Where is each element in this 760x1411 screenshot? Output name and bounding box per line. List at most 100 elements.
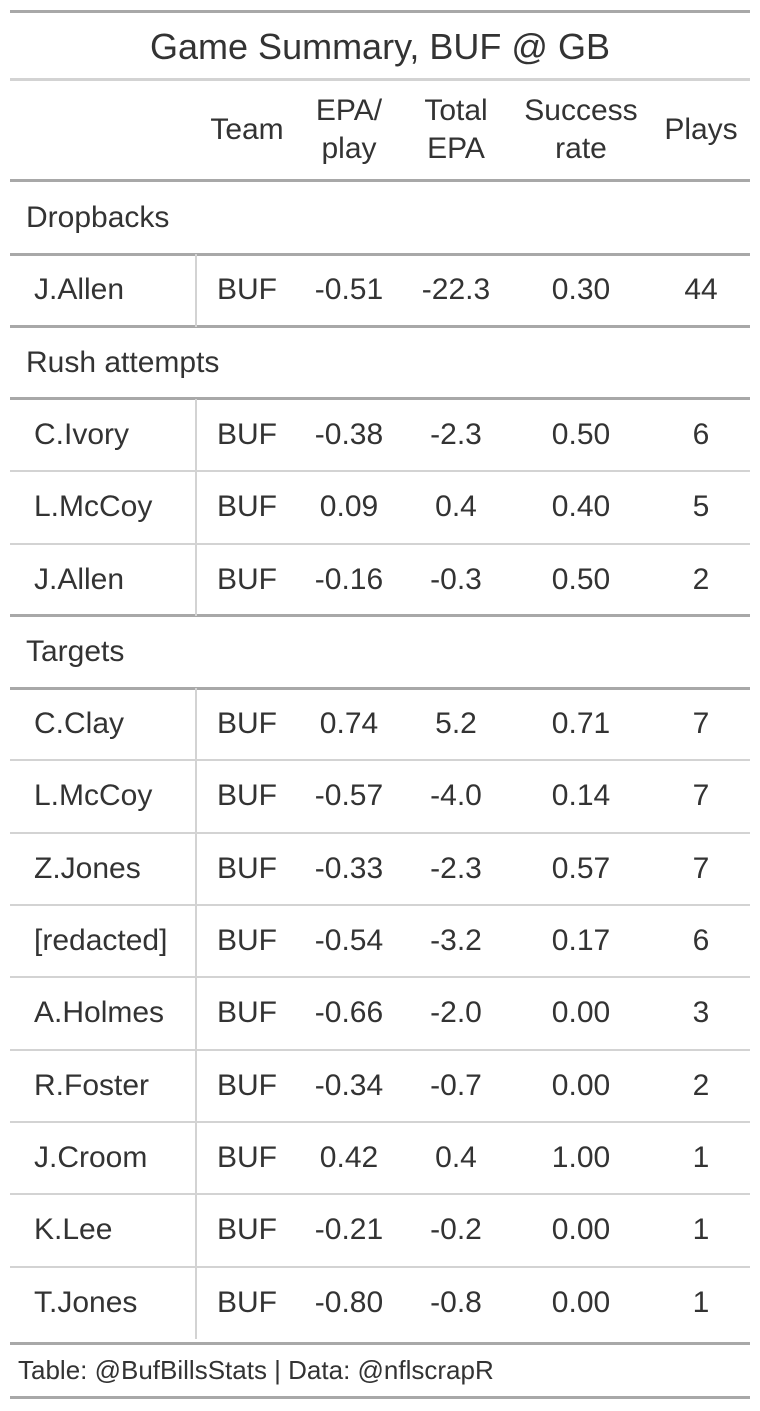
- total-epa-cell: -0.7: [430, 1068, 482, 1102]
- total-epa-cell: 0.4: [435, 1140, 477, 1174]
- table-row: R.Foster BUF -0.34 -0.7 0.00 2: [0, 1050, 760, 1122]
- total-epa-cell: -0.8: [430, 1285, 482, 1319]
- row-divider: [10, 470, 750, 473]
- team-cell: BUF: [217, 851, 277, 885]
- epa-per-play-cell: -0.54: [314, 924, 384, 957]
- plays-cell: 44: [684, 273, 718, 307]
- source-caption: Table: @BufBillsStats | Data: @nflscrapR: [18, 1355, 494, 1385]
- group-label: Targets: [26, 634, 125, 668]
- table-row: K.Lee BUF -0.21 -0.2 0.00 1: [0, 1194, 760, 1266]
- col-header-team: Team: [210, 113, 284, 146]
- row-divider: [10, 1120, 750, 1123]
- bottom-rule: [10, 1342, 750, 1345]
- success-rate-cell: 0.50: [551, 417, 611, 451]
- name-column-divider: [195, 254, 197, 327]
- team-cell: BUF: [217, 273, 277, 307]
- plays-cell: 2: [692, 1068, 710, 1102]
- total-epa-cell: -2.0: [430, 996, 482, 1030]
- total-epa-cell: 0.4: [435, 490, 477, 524]
- plays-cell: 7: [692, 707, 710, 741]
- row-divider: [10, 904, 750, 906]
- player-name: L.McCoy: [34, 490, 153, 524]
- table-row: J.Croom BUF 0.42 0.4 1.00 1: [0, 1122, 760, 1194]
- plays-cell: 1: [692, 1140, 710, 1174]
- total-epa-cell: -4.0: [430, 779, 482, 813]
- group-end-divider: [10, 614, 750, 618]
- total-epa-cell: -2.3: [430, 851, 482, 885]
- table-row: L.McCoy BUF 0.09 0.4 0.40 5: [0, 471, 760, 543]
- table-row: J.Allen BUF -0.16 -0.3 0.50 2: [0, 544, 760, 616]
- success-rate-cell: 0.00: [551, 1068, 611, 1102]
- plays-cell: 1: [692, 1285, 710, 1319]
- player-name: C.Ivory: [34, 417, 130, 451]
- row-divider: [10, 759, 750, 762]
- team-cell: BUF: [217, 1213, 277, 1247]
- name-column-divider: [195, 688, 197, 1339]
- success-rate-cell: 0.71: [551, 707, 611, 741]
- plays-cell: 7: [692, 851, 710, 885]
- total-epa-cell: -2.3: [430, 417, 482, 451]
- team-cell: BUF: [217, 417, 277, 451]
- table-row: [redacted] BUF -0.54 -3.2 0.17 6: [0, 905, 760, 977]
- group-end-divider: [10, 325, 750, 329]
- player-name: R.Foster: [34, 1068, 150, 1102]
- row-divider: [10, 1193, 750, 1196]
- table-row: L.McCoy BUF -0.57 -4.0 0.14 7: [0, 760, 760, 832]
- epa-per-play-cell: 0.74: [319, 707, 379, 741]
- success-rate-cell: 0.17: [551, 924, 611, 957]
- success-rate-cell: 1.00: [551, 1140, 611, 1174]
- epa-per-play-cell: 0.09: [319, 490, 379, 524]
- epa-per-play-cell: -0.51: [314, 273, 384, 307]
- group-divider: [10, 686, 750, 690]
- row-divider: [10, 976, 750, 979]
- group-divider: [10, 252, 750, 256]
- total-epa-cell: 5.2: [435, 707, 477, 741]
- name-column-divider: [195, 398, 197, 616]
- team-cell: BUF: [217, 490, 277, 524]
- title-divider: [10, 78, 750, 81]
- table-row: T.Jones BUF -0.80 -0.8 0.00 1: [0, 1267, 760, 1339]
- player-name: A.Holmes: [34, 996, 165, 1030]
- player-name: [redacted]: [34, 924, 168, 957]
- col-header-plays: Plays: [664, 113, 738, 146]
- epa-per-play-cell: -0.38: [314, 417, 384, 451]
- bottom-border: [10, 1396, 750, 1399]
- player-name: J.Allen: [34, 273, 125, 307]
- header-divider: [10, 179, 750, 182]
- team-cell: BUF: [217, 996, 277, 1030]
- top-border: [10, 10, 750, 13]
- plays-cell: 3: [692, 996, 710, 1030]
- plays-cell: 1: [692, 1213, 710, 1247]
- epa-per-play-cell: -0.57: [314, 779, 384, 813]
- team-cell: BUF: [217, 562, 277, 596]
- row-divider: [10, 1048, 750, 1051]
- row-divider: [10, 1265, 750, 1268]
- col-header-success-rate: Success rate: [524, 94, 638, 165]
- team-cell: BUF: [217, 779, 277, 813]
- total-epa-cell: -0.3: [430, 562, 482, 596]
- team-cell: BUF: [217, 707, 277, 741]
- epa-per-play-cell: -0.34: [314, 1068, 384, 1102]
- col-header-epa-play: EPA/ play: [315, 94, 383, 165]
- plays-cell: 6: [692, 417, 710, 451]
- team-cell: BUF: [217, 1140, 277, 1174]
- plays-cell: 7: [692, 779, 710, 813]
- success-rate-cell: 0.30: [551, 273, 611, 307]
- success-rate-cell: 0.00: [551, 1285, 611, 1319]
- success-rate-cell: 0.00: [551, 996, 611, 1030]
- total-epa-cell: -22.3: [421, 273, 491, 307]
- total-epa-cell: -3.2: [430, 924, 482, 957]
- group-label: Rush attempts: [26, 345, 220, 379]
- epa-per-play-cell: 0.42: [319, 1140, 379, 1174]
- table-row: A.Holmes BUF -0.66 -2.0 0.00 3: [0, 977, 760, 1049]
- table-row: C.Clay BUF 0.74 5.2 0.71 7: [0, 688, 760, 760]
- success-rate-cell: 0.00: [551, 1213, 611, 1247]
- table-row: Z.Jones BUF -0.33 -2.3 0.57 7: [0, 833, 760, 905]
- total-epa-cell: -0.2: [430, 1213, 482, 1247]
- player-name: L.McCoy: [34, 779, 153, 813]
- player-name: J.Allen: [34, 562, 125, 596]
- epa-per-play-cell: -0.33: [314, 851, 384, 885]
- table-row: C.Ivory BUF -0.38 -2.3 0.50 6: [0, 399, 760, 471]
- group-label: Dropbacks: [26, 201, 170, 234]
- epa-per-play-cell: -0.16: [314, 562, 384, 596]
